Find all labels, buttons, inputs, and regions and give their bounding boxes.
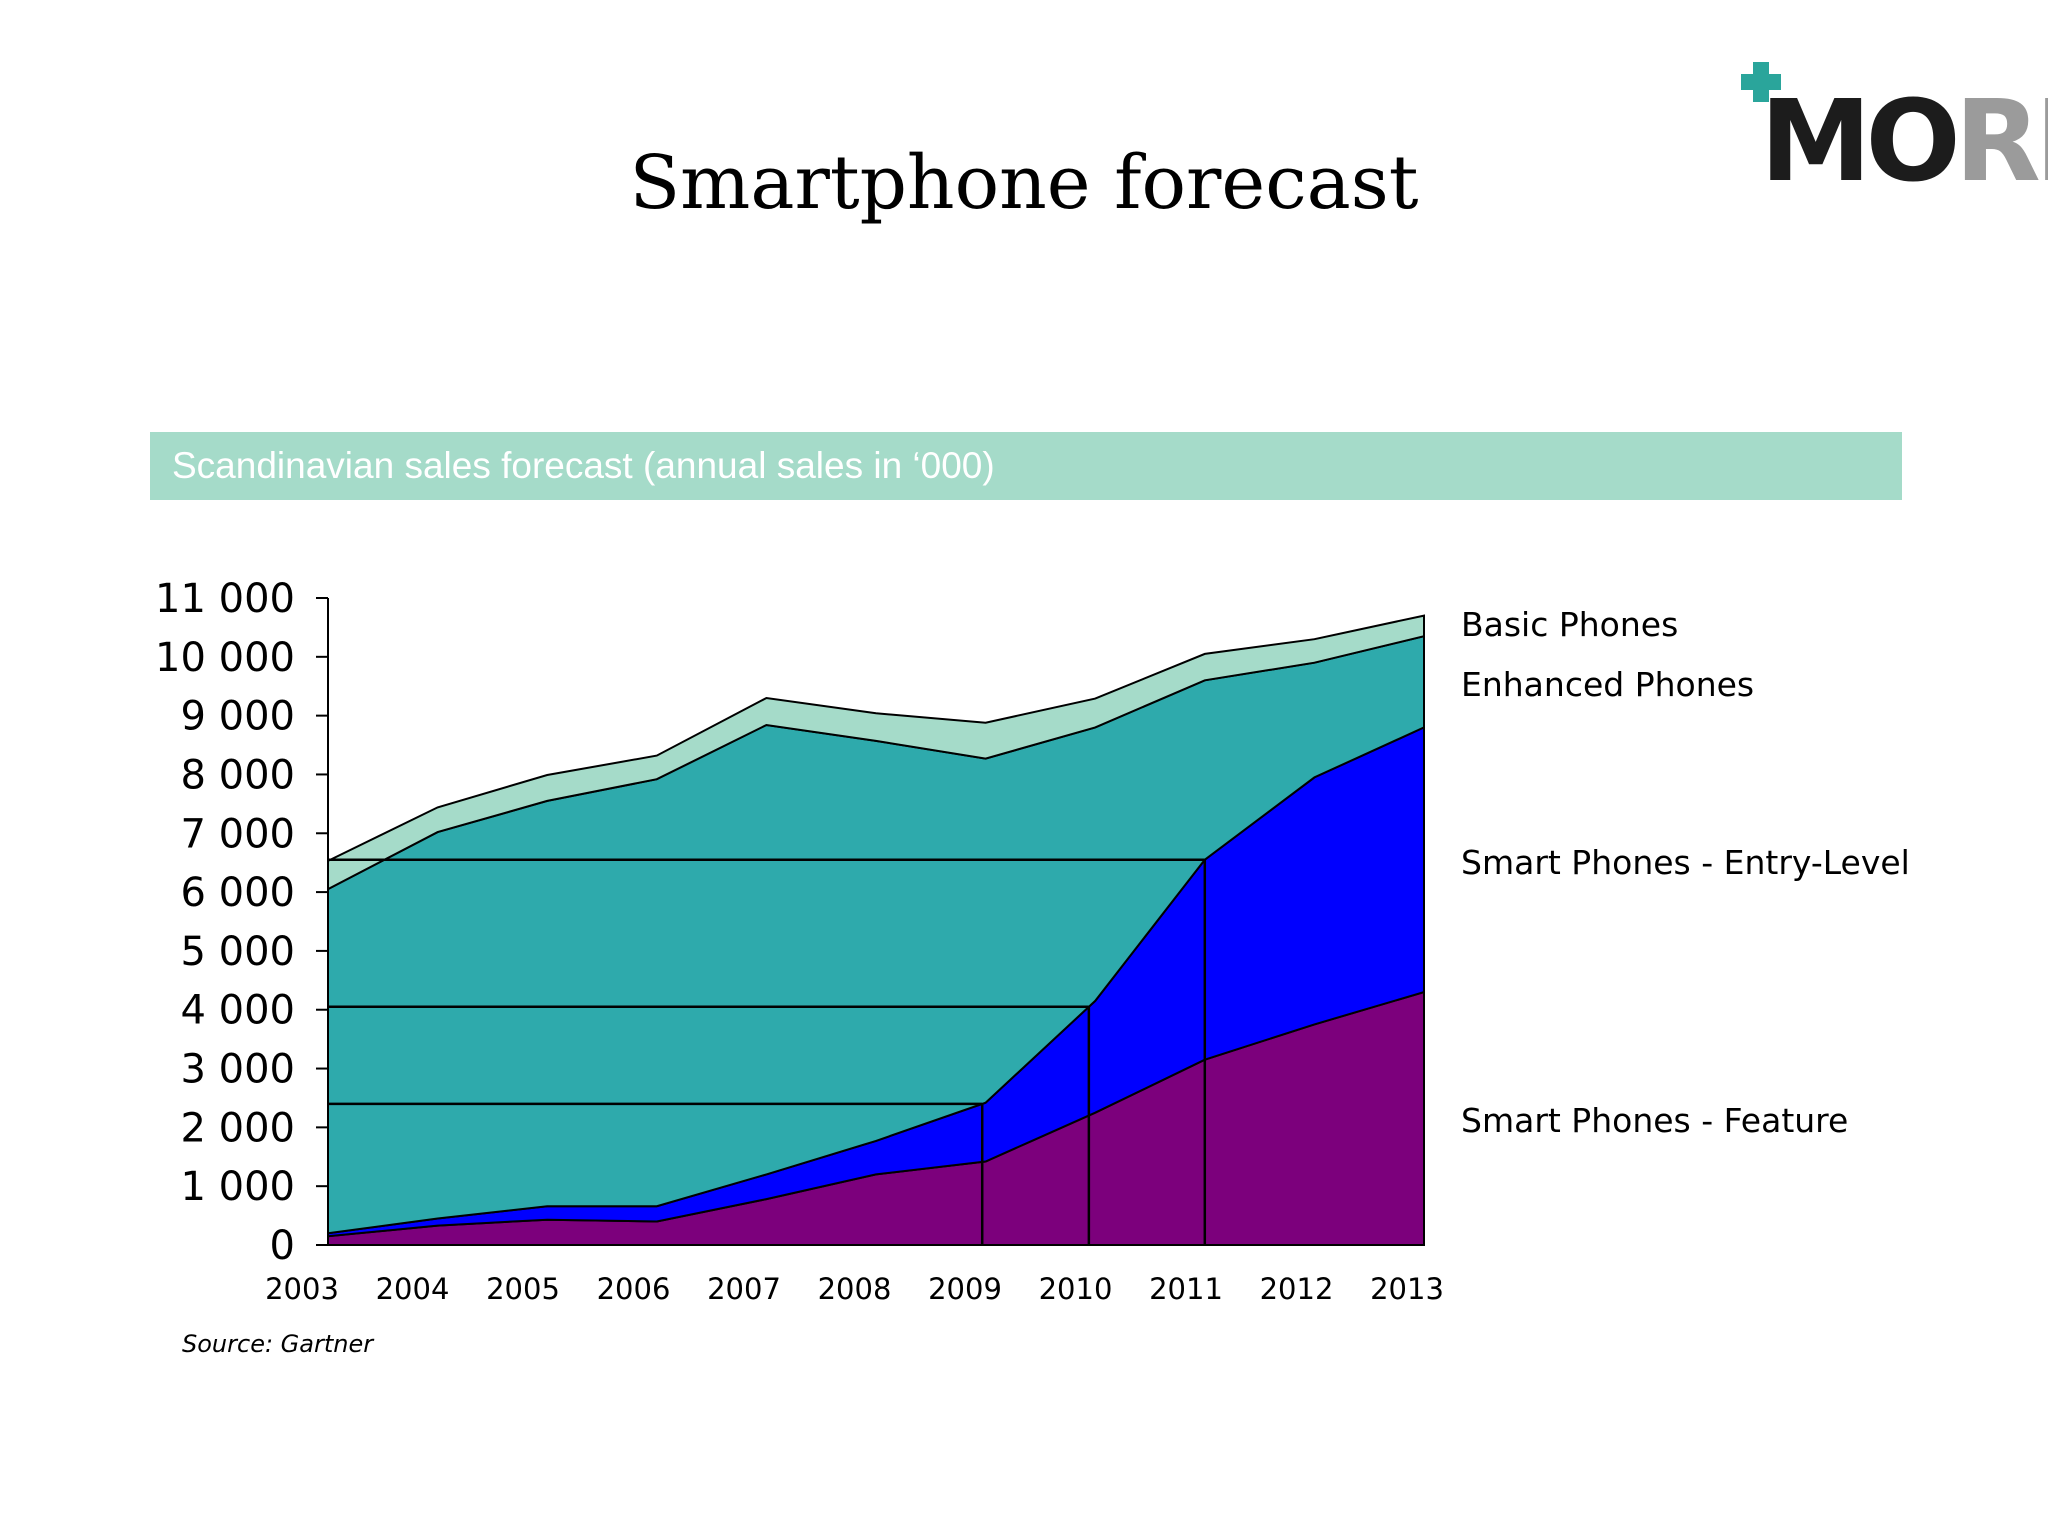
y-tick-label: 5 000	[180, 929, 295, 975]
legend-label: Smart Phones - Entry-Level	[1461, 843, 1910, 882]
logo: MORE	[1720, 58, 2048, 198]
y-tick-label: 3 000	[180, 1047, 295, 1093]
reference-lines	[328, 858, 1207, 1245]
x-tick-label: 2004	[376, 1272, 450, 1306]
y-tick-label: 6 000	[180, 870, 295, 916]
y-tick-label: 2 000	[180, 1105, 295, 1151]
x-tick-label: 2005	[486, 1272, 560, 1306]
chart-axes	[316, 597, 1424, 1246]
y-tick-label: 9 000	[180, 694, 295, 740]
legend-label: Basic Phones	[1461, 605, 1678, 644]
x-tick-label: 2008	[818, 1272, 892, 1306]
area-basic-phones	[327, 614, 1425, 891]
x-tick-labels: 2003 2004 2005 2006 2007 2008 2009 2010 2011 2012…	[265, 1272, 1444, 1306]
y-tick-label: 1 000	[180, 1164, 295, 1210]
source-note: Source: Gartner	[182, 1330, 374, 1358]
y-tick-label: 7 000	[180, 811, 295, 857]
y-tick-label: 0	[270, 1223, 295, 1269]
y-tick-labels: 0 1 000 2 000 3 000 4 000 5 000 6 000 7 000 8 00…	[155, 576, 295, 1269]
chart-banner: Scandinavian sales forecast (annual sale…	[150, 432, 1902, 500]
x-tick-label: 2003	[265, 1272, 339, 1306]
legend-label: Enhanced Phones	[1461, 665, 1754, 704]
chart-areas	[327, 614, 1425, 1246]
y-tick-label: 8 000	[180, 752, 295, 798]
y-tick-label: 10 000	[155, 635, 295, 681]
x-tick-label: 2013	[1370, 1272, 1444, 1306]
x-tick-label: 2011	[1149, 1272, 1223, 1306]
x-tick-label: 2010	[1039, 1272, 1113, 1306]
x-tick-label: 2009	[928, 1272, 1002, 1306]
x-tick-label: 2007	[707, 1272, 781, 1306]
legend: Smart Phones - Feature Smart Phones - Ent…	[1461, 605, 1910, 1140]
y-tick-label: 4 000	[180, 988, 295, 1034]
legend-label: Smart Phones - Feature	[1461, 1101, 1848, 1140]
x-tick-label: 2006	[597, 1272, 671, 1306]
page-title: Smartphone forecast	[629, 140, 1419, 226]
y-tick-label: 11 000	[155, 576, 295, 622]
x-tick-label: 2012	[1260, 1272, 1334, 1306]
logo-text-grey: RE	[1954, 77, 2048, 207]
logo-text-dark: MO	[1760, 77, 1961, 207]
